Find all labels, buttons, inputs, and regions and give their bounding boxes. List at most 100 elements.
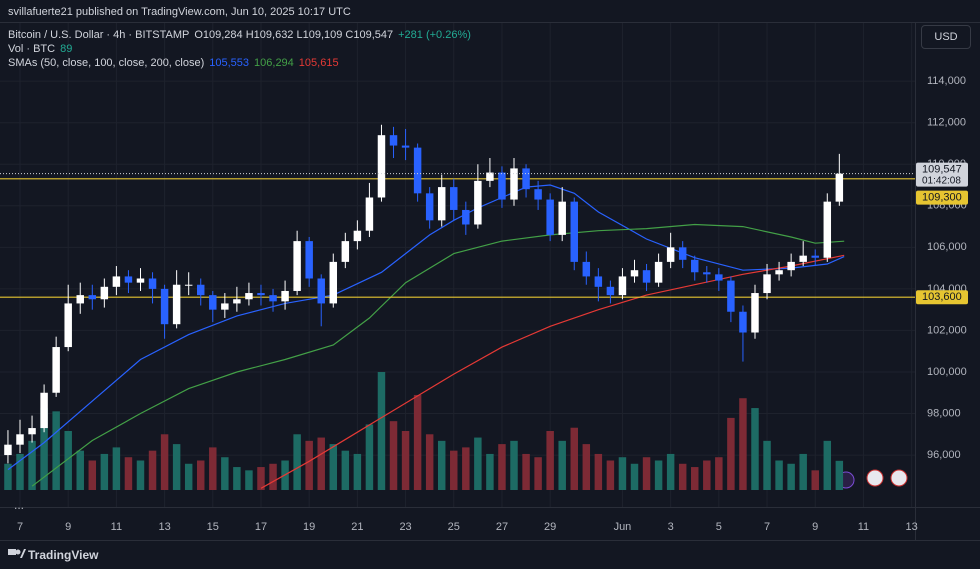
- sma-value: 105,553: [209, 57, 250, 69]
- volume-bar: [148, 450, 157, 490]
- candle-body: [341, 241, 350, 262]
- volume-bar: [811, 470, 819, 490]
- candle-body: [606, 286, 615, 296]
- x-tick-label: 5: [716, 521, 722, 533]
- y-tick-label: 102,000: [927, 324, 967, 336]
- volume-bar: [100, 453, 109, 490]
- volume-bar: [618, 457, 627, 490]
- candle-body: [76, 295, 84, 304]
- candle-body: [462, 209, 470, 225]
- candle-body: [618, 276, 627, 296]
- candle-body: [739, 311, 747, 333]
- volume-bar: [197, 460, 205, 490]
- volume-bar: [437, 440, 446, 490]
- volume-bar: [678, 463, 687, 490]
- volume-bar: [486, 453, 494, 490]
- candle-body: [317, 278, 325, 304]
- volume-bar: [401, 431, 410, 490]
- x-tick-label: 13: [158, 521, 170, 533]
- volume-bar: [365, 424, 374, 490]
- candle-body: [281, 290, 289, 302]
- volume-bar: [751, 408, 759, 490]
- volume-bar: [823, 440, 832, 490]
- candle-body: [293, 241, 301, 291]
- candle-body: [136, 278, 145, 283]
- volume-bar: [16, 453, 24, 490]
- x-tick-label: 17: [255, 521, 267, 533]
- candle-body: [498, 172, 506, 200]
- candle-body: [546, 199, 554, 235]
- ohlc: O109,284 H109,632 L109,109 C109,547: [194, 29, 394, 41]
- candle-body: [510, 168, 518, 200]
- volume-bar: [257, 467, 265, 490]
- volume-bar: [425, 434, 434, 490]
- x-tick-label: 7: [764, 521, 770, 533]
- volume-bar: [654, 460, 663, 490]
- candle-body: [558, 201, 566, 235]
- candle-body: [401, 145, 410, 148]
- volume-bar: [4, 463, 12, 490]
- candle-body: [703, 272, 711, 275]
- candle-body: [751, 293, 759, 333]
- volume-value: 89: [60, 43, 73, 55]
- candle-body: [52, 347, 60, 393]
- footer-text: TradingView: [28, 548, 99, 562]
- candle-body: [715, 274, 723, 281]
- volume-bar: [172, 444, 181, 490]
- candle-body: [582, 261, 591, 277]
- x-tick-label: 23: [399, 521, 411, 533]
- event-icons: [837, 469, 908, 489]
- volume-bar: [76, 450, 84, 490]
- x-tick-label: 27: [496, 521, 508, 533]
- volume-bar: [341, 450, 350, 490]
- volume-bar: [40, 408, 48, 490]
- candle-body: [221, 303, 229, 310]
- more-button[interactable]: ...: [14, 498, 24, 512]
- candle-body: [257, 293, 265, 296]
- volume-bar: [221, 457, 229, 490]
- published-text: svillafuerte21 published on TradingView.…: [8, 6, 351, 18]
- volume-bar: [450, 450, 458, 490]
- volume-bar: [558, 440, 566, 490]
- volume-bar: [570, 427, 578, 490]
- candle-body: [425, 193, 434, 221]
- candle-body: [329, 261, 338, 304]
- candle-body: [630, 270, 639, 277]
- candle-body: [486, 172, 494, 181]
- x-tick-label: 7: [17, 521, 23, 533]
- volume-bar: [534, 457, 542, 490]
- volume-bar: [715, 457, 723, 490]
- volume-bar: [691, 467, 699, 490]
- candle-body: [233, 299, 241, 304]
- candle-body: [594, 276, 603, 287]
- candle-body: [437, 187, 446, 221]
- level-label: 109,300: [922, 192, 962, 204]
- volume-bar: [305, 440, 313, 490]
- volume-bar: [209, 447, 217, 490]
- last-price-label: 109,547: [922, 164, 962, 176]
- volume-bar: [498, 444, 506, 490]
- volume-bar: [88, 460, 97, 490]
- candle-body: [112, 276, 121, 287]
- x-tick-label: Jun: [614, 521, 632, 533]
- volume-bar: [233, 467, 241, 490]
- candle-body: [727, 280, 735, 312]
- volume-bar: [642, 457, 651, 490]
- candle-body: [16, 434, 24, 445]
- sma-value: 105,615: [298, 57, 339, 69]
- x-tick-label: 9: [812, 521, 818, 533]
- volume-bar: [112, 447, 121, 490]
- sma-label: SMAs (50, close, 100, close, 200, close): [8, 57, 205, 69]
- candle-body: [823, 201, 832, 258]
- footer: TradingView: [28, 548, 98, 562]
- level-box: [916, 190, 968, 205]
- volume-bar: [510, 440, 518, 490]
- published-line: svillafuerte21 published on TradingView.…: [8, 6, 356, 18]
- symbol-legend: Bitcoin / U.S. Dollar · 4h · BITSTAMP O10…: [8, 29, 476, 41]
- footer-logo: [8, 549, 26, 558]
- x-tick-label: 19: [303, 521, 315, 533]
- volume-bar: [606, 460, 615, 490]
- candle-body: [148, 278, 157, 289]
- currency-button[interactable]: USD: [921, 25, 971, 49]
